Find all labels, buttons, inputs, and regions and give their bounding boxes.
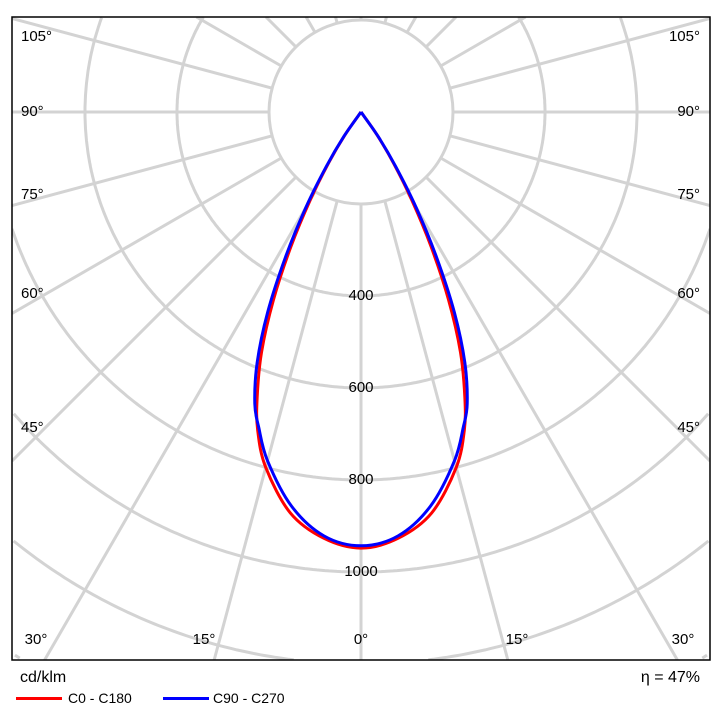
spoke-45: [424, 175, 710, 463]
spoke-210: [304, 17, 317, 34]
angle-label-right: 60°: [677, 285, 700, 302]
chart-frame: [11, 16, 711, 661]
angle-label-right: 45°: [677, 419, 700, 436]
angle-label-right: 105°: [668, 28, 700, 45]
legend-swatch-c90: [163, 697, 209, 700]
ring-1400: [14, 653, 708, 660]
legend-label-c90: C90 - C270: [213, 690, 285, 706]
series-curve-1: [253, 111, 469, 548]
spoke-330: [43, 190, 317, 660]
radial-tick-label: 1000: [344, 563, 378, 580]
spoke-30: [405, 190, 679, 660]
ring-800: [12, 228, 710, 482]
angle-label-bottom: 15°: [505, 631, 529, 648]
spoke-105: [449, 17, 710, 90]
radial-tick-label: 600: [348, 379, 374, 396]
spoke-240: [195, 17, 283, 68]
spoke-345: [212, 200, 339, 660]
unit-label: cd/klm: [20, 669, 67, 686]
legend-label-c0: C0 - C180: [68, 690, 132, 706]
angle-label-right: 90°: [677, 103, 700, 120]
spoke-285: [12, 134, 273, 207]
radial-tick-label: 400: [348, 287, 374, 304]
spoke-15: [383, 200, 510, 660]
angle-label-bottom: 30°: [24, 631, 48, 648]
spoke-120: [439, 17, 527, 68]
spoke-255: [12, 17, 273, 90]
angle-label-bottom: 30°: [671, 631, 695, 648]
spoke-150: [405, 17, 418, 34]
efficiency-label: η = 47%: [640, 669, 700, 686]
spoke-225: [264, 17, 298, 49]
spoke-75: [449, 134, 710, 207]
angle-label-left: 75°: [21, 186, 44, 203]
ring-600: [83, 17, 639, 390]
spoke-60: [439, 156, 710, 315]
angle-label-left: 45°: [21, 419, 44, 436]
spoke-135: [424, 17, 458, 49]
angle-label-left: 90°: [21, 103, 44, 120]
legend-swatch-c0: [16, 697, 62, 700]
ring-1200: [12, 539, 710, 660]
angle-label-right: 75°: [677, 186, 700, 203]
spoke-300: [12, 156, 283, 315]
angle-label-left: 60°: [21, 285, 44, 302]
ring-1000: [12, 412, 710, 574]
spoke-315: [12, 175, 298, 463]
angle-label-bottom: 0°: [353, 631, 369, 648]
angle-label-left: 105°: [21, 28, 53, 45]
ring-400: [175, 17, 547, 298]
radial-tick-label: 800: [348, 471, 374, 488]
angle-label-bottom: 15°: [192, 631, 216, 648]
